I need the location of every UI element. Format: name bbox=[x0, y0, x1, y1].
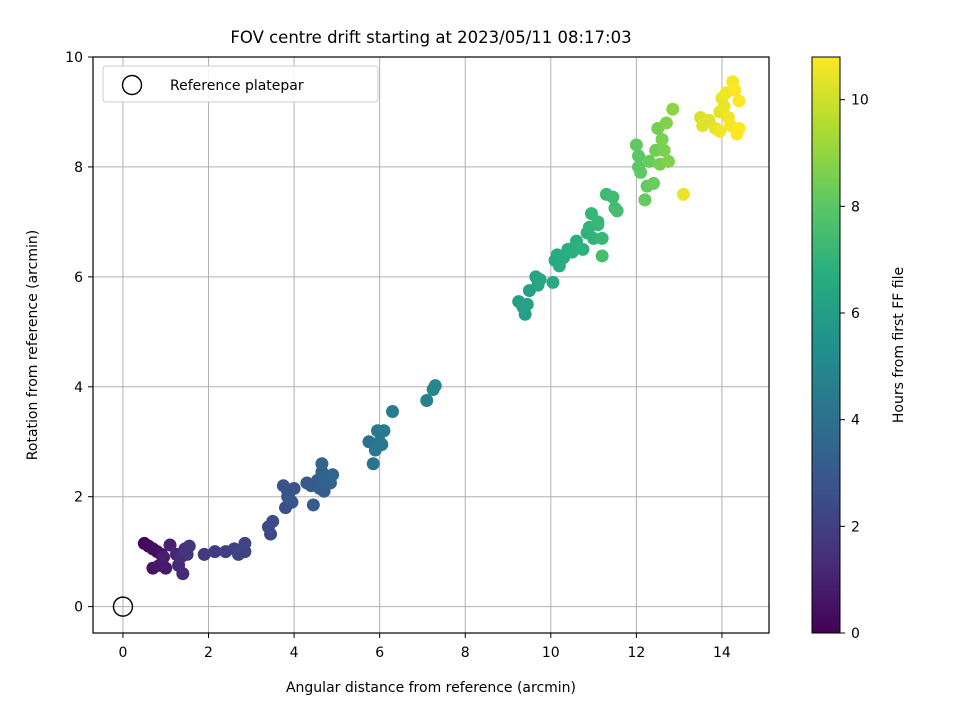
legend-marker bbox=[121, 74, 143, 96]
data-point bbox=[287, 481, 301, 495]
data-point bbox=[717, 99, 731, 113]
x-tick-label: 12 bbox=[627, 645, 645, 661]
y-axis-label: Rotation from reference (arcmin) bbox=[25, 230, 41, 460]
data-point bbox=[676, 187, 690, 201]
data-point bbox=[713, 124, 727, 138]
legend: Reference platepar bbox=[102, 65, 379, 103]
x-tick-label: 4 bbox=[290, 645, 299, 661]
data-points bbox=[112, 75, 746, 617]
data-point bbox=[326, 468, 340, 482]
data-point bbox=[420, 394, 434, 408]
x-tick-label: 6 bbox=[375, 645, 384, 661]
colorbar-tick-label: 4 bbox=[851, 413, 860, 429]
legend-box bbox=[102, 65, 379, 103]
data-point bbox=[657, 143, 671, 157]
data-point bbox=[377, 424, 391, 438]
data-point bbox=[306, 498, 320, 512]
data-point bbox=[638, 193, 652, 207]
data-point bbox=[428, 379, 442, 393]
x-tick-label: 14 bbox=[713, 645, 731, 661]
x-tick-label: 10 bbox=[542, 645, 560, 661]
data-point bbox=[661, 154, 675, 168]
colorbar-tick-label: 0 bbox=[851, 626, 860, 642]
data-point bbox=[606, 190, 620, 204]
data-point bbox=[610, 204, 624, 218]
data-point bbox=[728, 83, 742, 97]
colorbar-tick-label: 10 bbox=[851, 93, 869, 109]
data-point bbox=[546, 275, 560, 289]
data-point bbox=[632, 149, 646, 163]
data-point bbox=[238, 536, 252, 550]
legend-label: Reference platepar bbox=[170, 78, 304, 94]
data-point bbox=[591, 215, 605, 229]
x-axis-label: Angular distance from reference (arcmin) bbox=[286, 680, 576, 696]
y-tick-label: 10 bbox=[65, 50, 83, 66]
data-point bbox=[176, 567, 190, 581]
y-axis-ticks: 0 2 4 6 8 10 bbox=[65, 50, 93, 616]
data-point bbox=[732, 121, 746, 135]
data-point bbox=[533, 273, 547, 287]
x-tick-label: 0 bbox=[118, 645, 127, 661]
data-point bbox=[375, 437, 389, 451]
data-point bbox=[629, 138, 643, 152]
data-point bbox=[163, 538, 177, 552]
data-point bbox=[208, 545, 222, 559]
y-tick-label: 0 bbox=[74, 600, 83, 616]
data-point bbox=[565, 245, 579, 259]
data-point bbox=[595, 249, 609, 263]
data-point bbox=[634, 165, 648, 179]
data-point bbox=[266, 514, 280, 528]
colorbar-gradient bbox=[811, 56, 841, 634]
data-point bbox=[655, 132, 669, 146]
x-axis-ticks: 0 2 4 6 8 10 12 14 bbox=[118, 633, 731, 661]
x-tick-label: 2 bbox=[204, 645, 213, 661]
colorbar-ticks: 0 2 4 6 8 10 bbox=[840, 93, 869, 642]
x-tick-label: 8 bbox=[461, 645, 470, 661]
y-tick-label: 4 bbox=[74, 380, 83, 396]
data-point bbox=[595, 231, 609, 245]
colorbar-label: Hours from first FF file bbox=[891, 267, 907, 423]
plot-frame bbox=[92, 56, 770, 634]
y-tick-label: 8 bbox=[74, 160, 83, 176]
data-point bbox=[666, 102, 680, 116]
colorbar-tick-label: 8 bbox=[851, 199, 860, 215]
y-tick-label: 2 bbox=[74, 490, 83, 506]
data-point bbox=[366, 457, 380, 471]
chart-title: FOV centre drift starting at 2023/05/11 … bbox=[230, 28, 631, 47]
data-point bbox=[646, 176, 660, 190]
colorbar-tick-label: 6 bbox=[851, 306, 860, 322]
data-point bbox=[264, 527, 278, 541]
reference-marker bbox=[112, 596, 134, 617]
colorbar: 0 2 4 6 8 10 Hours from first FF file bbox=[811, 56, 907, 642]
data-point bbox=[159, 561, 173, 575]
data-point bbox=[315, 457, 329, 471]
data-point bbox=[385, 405, 399, 419]
data-point bbox=[659, 116, 673, 130]
data-point bbox=[732, 94, 746, 108]
data-point bbox=[197, 547, 211, 561]
colorbar-tick-label: 2 bbox=[851, 519, 860, 535]
y-tick-label: 6 bbox=[74, 270, 83, 286]
data-point bbox=[283, 492, 297, 506]
data-point bbox=[157, 550, 171, 564]
data-point bbox=[182, 539, 196, 553]
data-point bbox=[576, 242, 590, 256]
data-point bbox=[642, 154, 656, 168]
data-point bbox=[520, 297, 534, 311]
